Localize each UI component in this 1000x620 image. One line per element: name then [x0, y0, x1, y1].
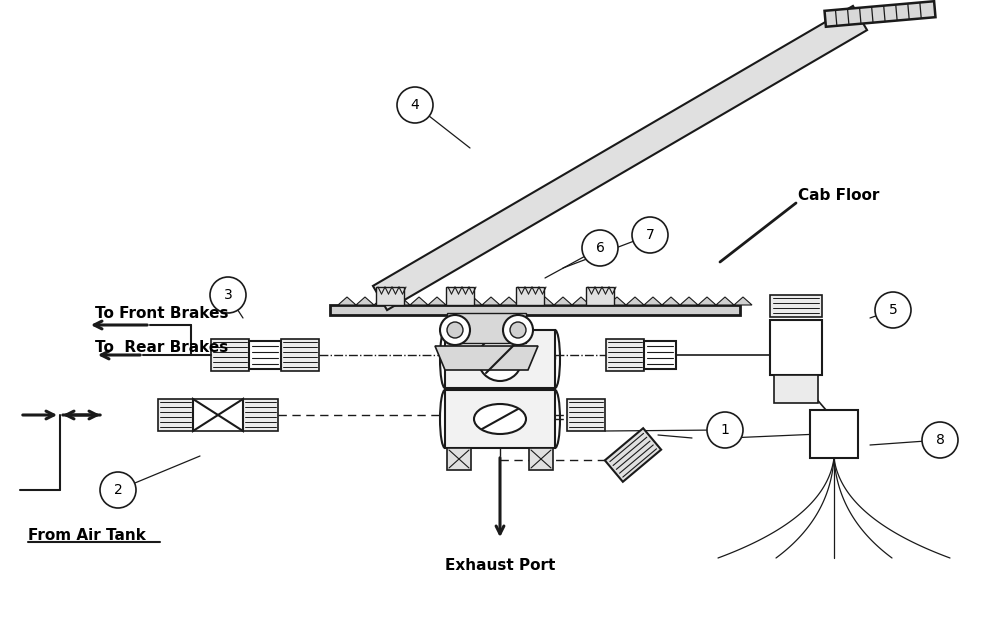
- Polygon shape: [608, 297, 626, 305]
- Text: 6: 6: [596, 241, 604, 255]
- Polygon shape: [446, 297, 464, 305]
- Circle shape: [440, 315, 470, 345]
- Polygon shape: [410, 297, 428, 305]
- Bar: [529, 448, 553, 470]
- Circle shape: [707, 412, 743, 448]
- Polygon shape: [373, 6, 867, 310]
- Polygon shape: [392, 297, 410, 305]
- Bar: [243, 399, 278, 431]
- Polygon shape: [698, 297, 716, 305]
- Bar: [644, 341, 676, 369]
- Polygon shape: [193, 399, 243, 431]
- Bar: [447, 313, 526, 343]
- Text: 3: 3: [224, 288, 232, 302]
- Bar: [330, 305, 740, 315]
- Text: 5: 5: [889, 303, 897, 317]
- Text: 7: 7: [646, 228, 654, 242]
- Polygon shape: [356, 297, 374, 305]
- Circle shape: [632, 217, 668, 253]
- Text: To  Rear Brakes: To Rear Brakes: [95, 340, 228, 355]
- Text: 8: 8: [936, 433, 944, 447]
- Polygon shape: [482, 297, 500, 305]
- Bar: [158, 399, 193, 431]
- Polygon shape: [518, 297, 536, 305]
- Bar: [770, 320, 822, 375]
- Polygon shape: [662, 297, 680, 305]
- Polygon shape: [338, 297, 356, 305]
- Text: Cab Floor: Cab Floor: [798, 187, 879, 203]
- Bar: [447, 448, 471, 470]
- Polygon shape: [734, 297, 752, 305]
- Bar: [193, 399, 243, 431]
- Circle shape: [510, 322, 526, 338]
- Text: To Front Brakes: To Front Brakes: [95, 306, 228, 322]
- Bar: [445, 390, 555, 448]
- Circle shape: [397, 87, 433, 123]
- Polygon shape: [626, 297, 644, 305]
- Polygon shape: [680, 297, 698, 305]
- Polygon shape: [644, 297, 662, 305]
- Polygon shape: [435, 346, 538, 370]
- Bar: [211, 339, 249, 371]
- Polygon shape: [605, 428, 661, 482]
- Bar: [774, 375, 818, 403]
- Polygon shape: [554, 297, 572, 305]
- Polygon shape: [590, 297, 608, 305]
- Polygon shape: [500, 297, 518, 305]
- Circle shape: [447, 322, 463, 338]
- Polygon shape: [536, 297, 554, 305]
- Bar: [516, 287, 544, 305]
- Circle shape: [582, 230, 618, 266]
- Polygon shape: [716, 297, 734, 305]
- Polygon shape: [428, 297, 446, 305]
- Circle shape: [100, 472, 136, 508]
- Text: From Air Tank: From Air Tank: [28, 528, 146, 542]
- Polygon shape: [374, 297, 392, 305]
- Bar: [606, 339, 644, 371]
- Bar: [531, 388, 551, 392]
- Text: 4: 4: [411, 98, 419, 112]
- Circle shape: [210, 277, 246, 313]
- Bar: [445, 330, 555, 388]
- Text: 2: 2: [114, 483, 122, 497]
- Bar: [810, 410, 858, 458]
- Bar: [281, 339, 319, 371]
- Bar: [376, 287, 404, 305]
- Polygon shape: [825, 1, 935, 27]
- Text: Exhaust Port: Exhaust Port: [445, 558, 555, 573]
- Polygon shape: [572, 297, 590, 305]
- Circle shape: [503, 315, 533, 345]
- Circle shape: [478, 337, 522, 381]
- Circle shape: [922, 422, 958, 458]
- Text: 1: 1: [721, 423, 729, 437]
- Bar: [446, 287, 474, 305]
- Bar: [249, 341, 281, 369]
- Bar: [449, 388, 469, 392]
- Bar: [770, 295, 822, 317]
- Bar: [586, 287, 614, 305]
- Ellipse shape: [474, 404, 526, 434]
- Bar: [567, 399, 605, 431]
- Circle shape: [875, 292, 911, 328]
- Polygon shape: [464, 297, 482, 305]
